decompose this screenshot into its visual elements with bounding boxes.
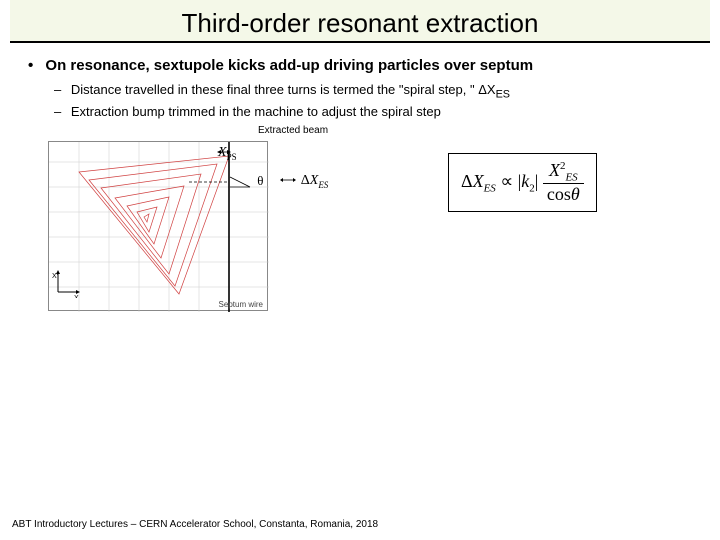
axis-inset: X' X — [52, 268, 82, 298]
delta-sym: ΔX — [478, 82, 495, 97]
xps-sub: PS — [227, 151, 237, 161]
theta-label: θ — [226, 173, 263, 191]
formula-cos: cos — [547, 184, 571, 204]
xps-label: XPS — [218, 145, 237, 162]
bullet-sub-1a: Distance travelled in these final three … — [71, 82, 478, 97]
diagram-area: Extracted beam — [28, 125, 692, 345]
delta-xes-label: ΔXES — [280, 173, 328, 190]
bullet-sub-2: Extraction bump trimmed in the machine t… — [28, 104, 692, 119]
axis-x-label: X — [74, 295, 79, 298]
formula-num-sup: 2 — [560, 160, 566, 172]
formula-denominator: cosθ — [543, 184, 584, 205]
formula-num-x: X — [549, 160, 560, 180]
plot-grid — [49, 142, 269, 312]
formula-numerator: X2ES — [543, 160, 584, 185]
dxes-sub: ES — [318, 179, 328, 189]
title-region: Third-order resonant extraction — [10, 0, 710, 43]
formula-lhs-sub: ES — [484, 182, 496, 194]
formula-den-theta: θ — [571, 184, 580, 204]
formula-prop: ∝ — [496, 171, 518, 191]
extracted-beam-label: Extracted beam — [258, 125, 328, 136]
content-area: On resonance, sextupole kicks add-up dri… — [0, 43, 720, 345]
dxes-delta: Δ — [301, 173, 310, 188]
xps-x: X — [218, 145, 227, 160]
bullet-main: On resonance, sextupole kicks add-up dri… — [28, 57, 692, 74]
phase-space-plot: X' X Septum wire — [48, 141, 268, 311]
delta-sub: ES — [496, 89, 510, 101]
footer: ABT Introductory Lectures – CERN Acceler… — [12, 519, 378, 530]
formula-num-sub: ES — [565, 171, 577, 183]
theta-sym: θ — [257, 173, 263, 188]
page-title: Third-order resonant extraction — [10, 8, 710, 39]
axis-y-label: X' — [52, 273, 58, 280]
formula-lhs-delta: Δ — [461, 171, 473, 191]
bullet-sub-1: Distance travelled in these final three … — [28, 82, 692, 101]
phase-plot-svg — [49, 142, 269, 312]
formula-bar2: | — [535, 171, 539, 191]
formula-lhs-x: X — [473, 171, 484, 191]
septum-wire-label: Septum wire — [219, 300, 263, 309]
spiral-triangles — [79, 156, 229, 294]
formula-box: ΔXES ∝ |k2| X2ES cosθ — [448, 153, 597, 213]
formula-fraction: X2ES cosθ — [543, 160, 584, 206]
